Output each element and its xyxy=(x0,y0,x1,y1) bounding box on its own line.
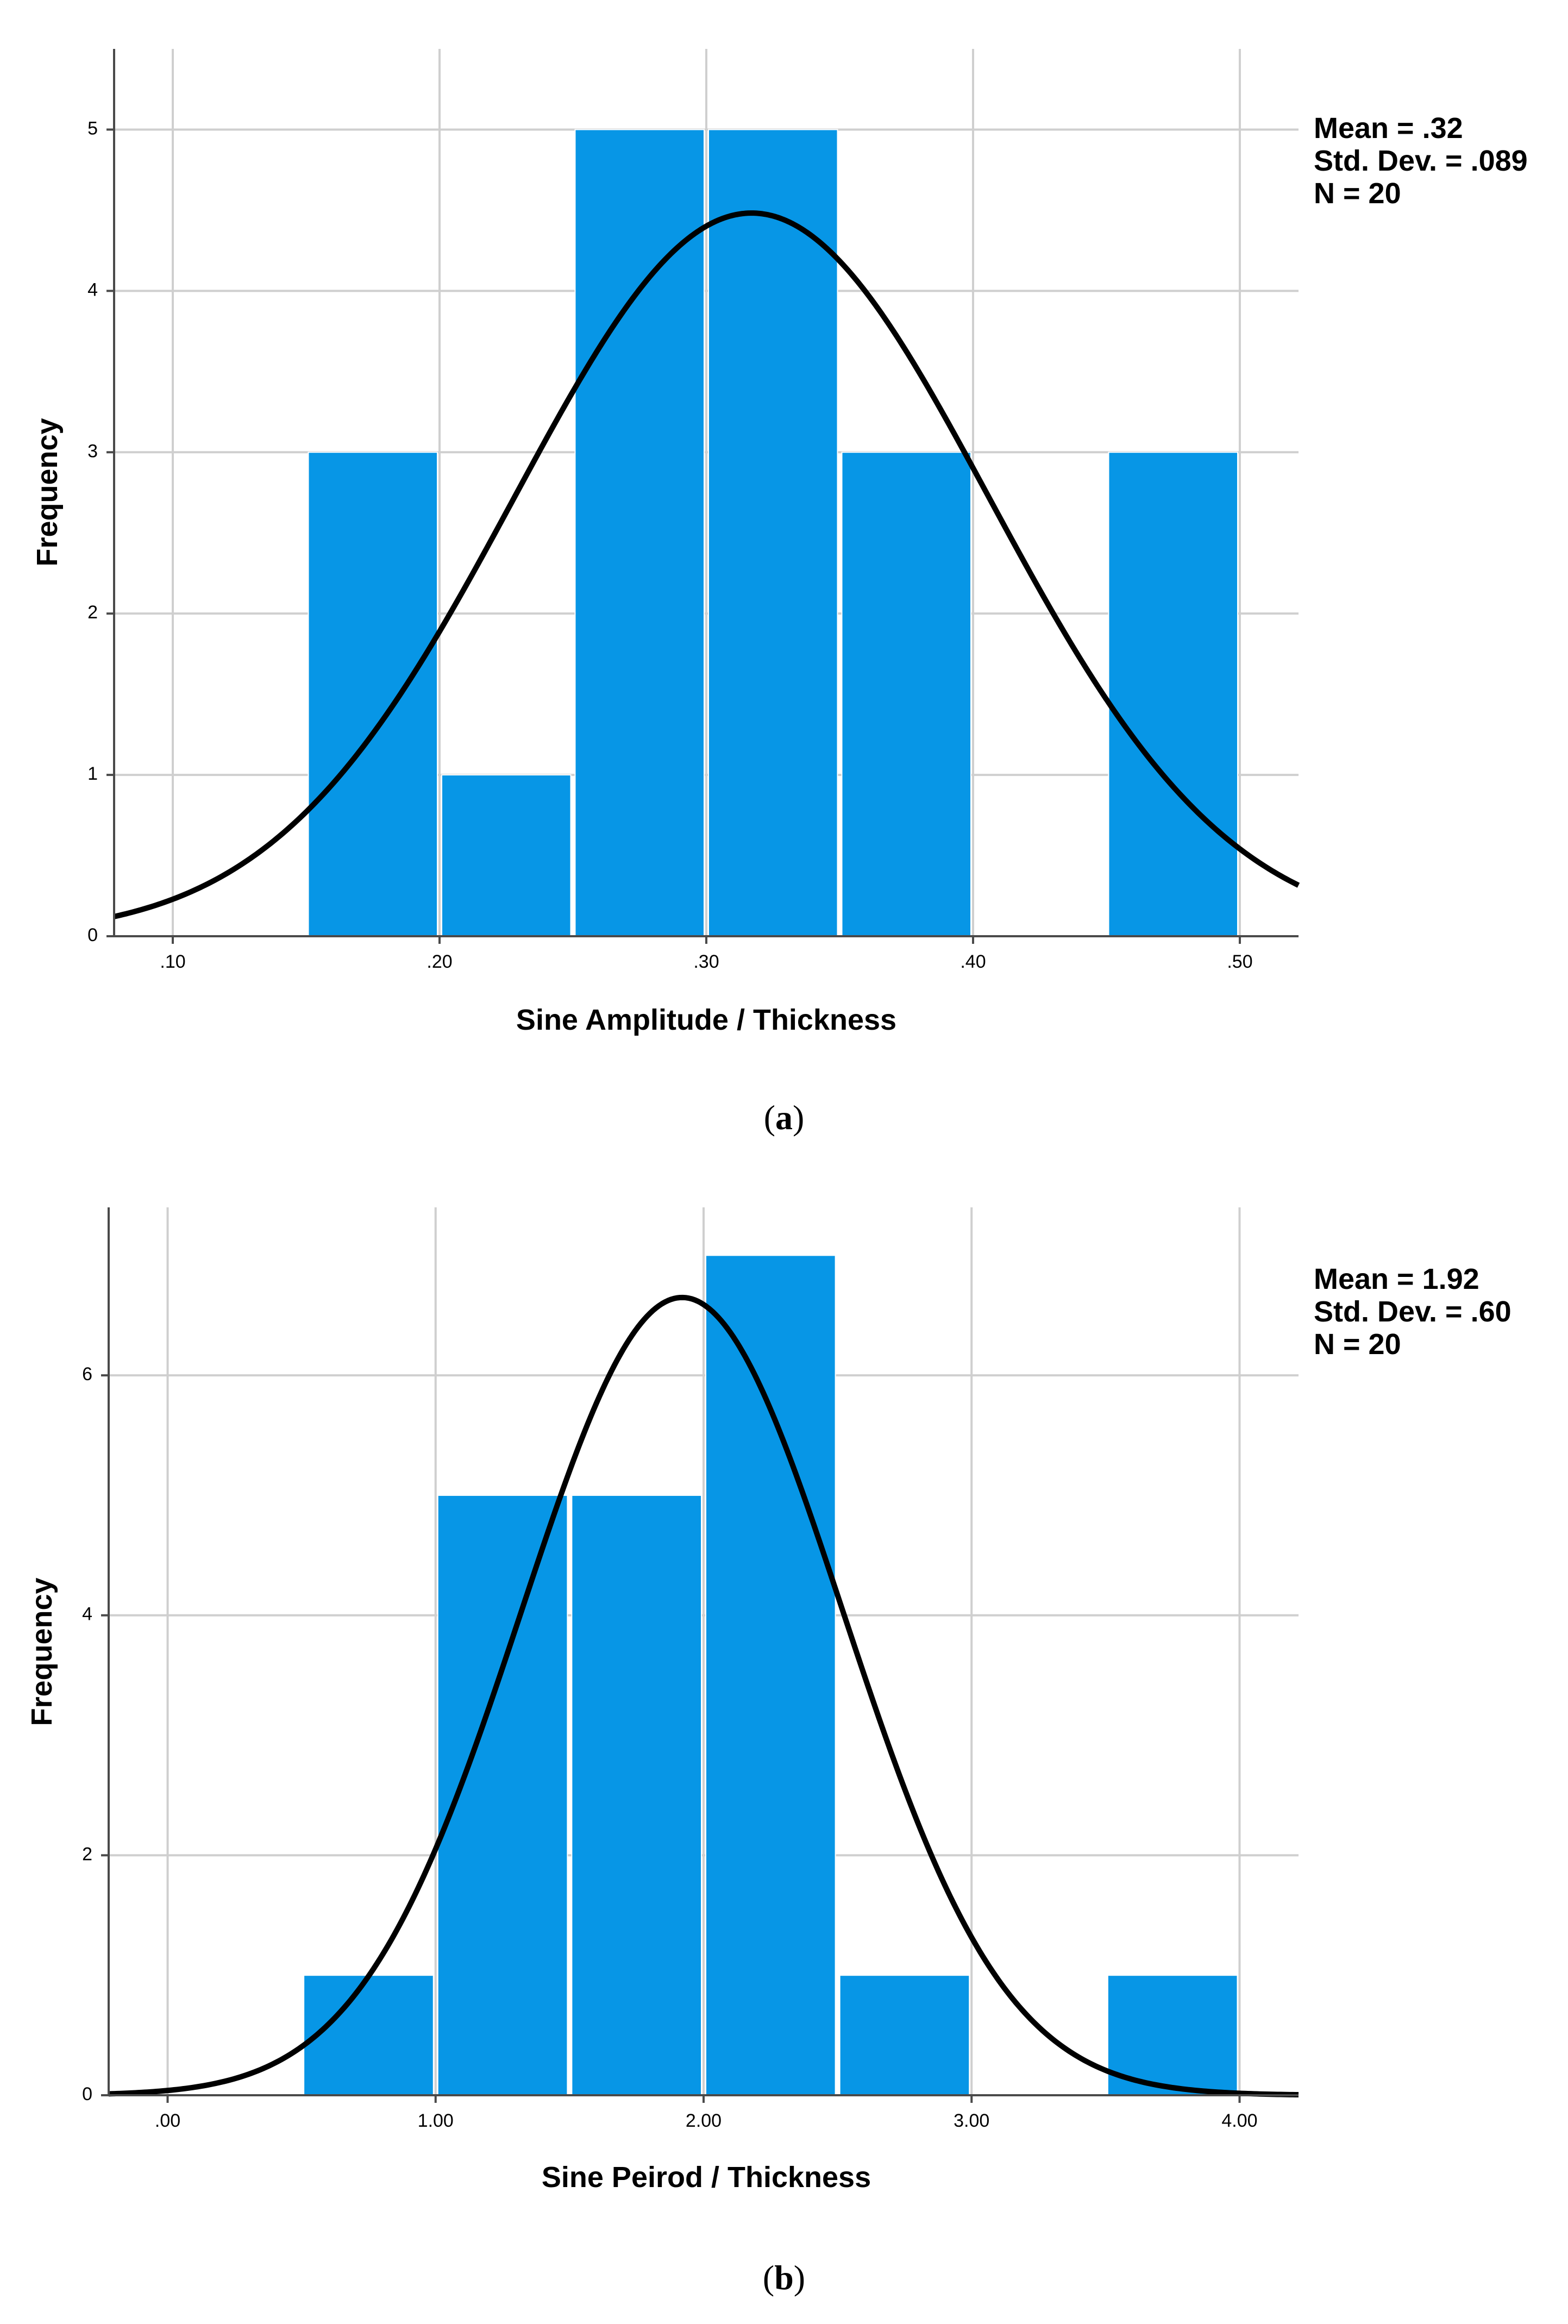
axes-b xyxy=(101,1207,1299,2103)
stat-n: N = 20 xyxy=(1314,177,1401,210)
histogram-panel-a: 0 1 2 3 4 5 .10 .20 .30 .40 .50 Frequenc… xyxy=(31,49,1528,1137)
statistics-box-b: Mean = 1.92 Std. Dev. = .60 N = 20 xyxy=(1314,1263,1511,1361)
x-tick-labels-b: .00 1.00 2.00 3.00 4.00 xyxy=(155,2110,1258,2131)
x-tick-label: .40 xyxy=(960,951,986,972)
y-axis-title-b: Frequency xyxy=(26,1577,58,1726)
x-tick-label: 2.00 xyxy=(686,2110,722,2131)
x-tick-labels-a: .10 .20 .30 .40 .50 xyxy=(160,951,1252,972)
histogram-bar xyxy=(308,452,438,937)
gridlines-b xyxy=(109,1207,1299,2096)
stat-std-dev: Std. Dev. = .60 xyxy=(1314,1295,1511,1328)
histogram-bar xyxy=(1108,452,1238,937)
y-tick-label: 4 xyxy=(82,1604,92,1625)
axes-a xyxy=(106,49,1299,944)
y-tick-label: 1 xyxy=(87,763,98,784)
y-tick-labels-b: 0 2 4 6 xyxy=(82,1364,92,2104)
panel-caption-b: (b) xyxy=(763,2258,805,2297)
x-tick-label: 1.00 xyxy=(418,2110,454,2131)
histogram-bar xyxy=(571,1494,703,2096)
y-tick-label: 2 xyxy=(87,602,98,623)
x-axis-title-b: Sine Peirod / Thickness xyxy=(542,2161,871,2194)
stat-n: N = 20 xyxy=(1314,1328,1401,1361)
caption-letter: a xyxy=(775,1098,793,1137)
histogram-bar xyxy=(1107,1975,1238,2096)
histogram-bar xyxy=(839,1975,970,2096)
caption-letter: b xyxy=(774,2258,794,2297)
histogram-bar xyxy=(841,452,971,937)
histogram-bar xyxy=(574,129,705,937)
caption-close-paren: ) xyxy=(793,1098,804,1137)
y-tick-label: 0 xyxy=(87,925,98,945)
y-tick-label: 2 xyxy=(82,1844,92,1864)
caption-close-paren: ) xyxy=(794,2258,805,2297)
statistics-box-a: Mean = .32 Std. Dev. = .089 N = 20 xyxy=(1314,112,1528,210)
x-tick-label: .20 xyxy=(427,951,452,972)
stat-mean: Mean = 1.92 xyxy=(1314,1263,1479,1295)
histogram-bars-a xyxy=(308,129,1238,937)
y-tick-labels-a: 0 1 2 3 4 5 xyxy=(87,118,98,945)
histogram-bar xyxy=(303,1975,434,2096)
y-tick-label: 0 xyxy=(82,2084,92,2104)
x-tick-label: .30 xyxy=(693,951,719,972)
x-tick-label: .00 xyxy=(155,2110,180,2131)
normal-curve-b xyxy=(108,1294,1299,2098)
x-tick-label: 4.00 xyxy=(1221,2110,1257,2131)
y-axis-title-a: Frequency xyxy=(31,418,64,566)
y-tick-label: 4 xyxy=(87,279,98,300)
panel-caption-a: (a) xyxy=(764,1098,805,1137)
normal-curve-a xyxy=(113,210,1300,919)
histogram-bars-b xyxy=(303,1255,1238,2096)
x-tick-label: 3.00 xyxy=(954,2110,989,2131)
stat-mean: Mean = .32 xyxy=(1314,112,1463,145)
x-axis-title-a: Sine Amplitude / Thickness xyxy=(516,1004,896,1036)
y-tick-label: 6 xyxy=(82,1364,92,1385)
caption-open-paren: ( xyxy=(764,1098,775,1137)
y-tick-label: 3 xyxy=(87,441,98,461)
caption-open-paren: ( xyxy=(763,2258,774,2297)
x-tick-label: .10 xyxy=(160,951,185,972)
histogram-panel-b: 0 2 4 6 .00 1.00 2.00 3.00 4.00 Frequenc… xyxy=(26,1207,1511,2297)
stat-std-dev: Std. Dev. = .089 xyxy=(1314,145,1528,177)
histogram-bar xyxy=(441,774,572,937)
x-tick-label: .50 xyxy=(1227,951,1252,972)
histogram-bar xyxy=(705,1255,836,2096)
histogram-bar xyxy=(708,129,838,937)
y-tick-label: 5 xyxy=(87,118,98,139)
